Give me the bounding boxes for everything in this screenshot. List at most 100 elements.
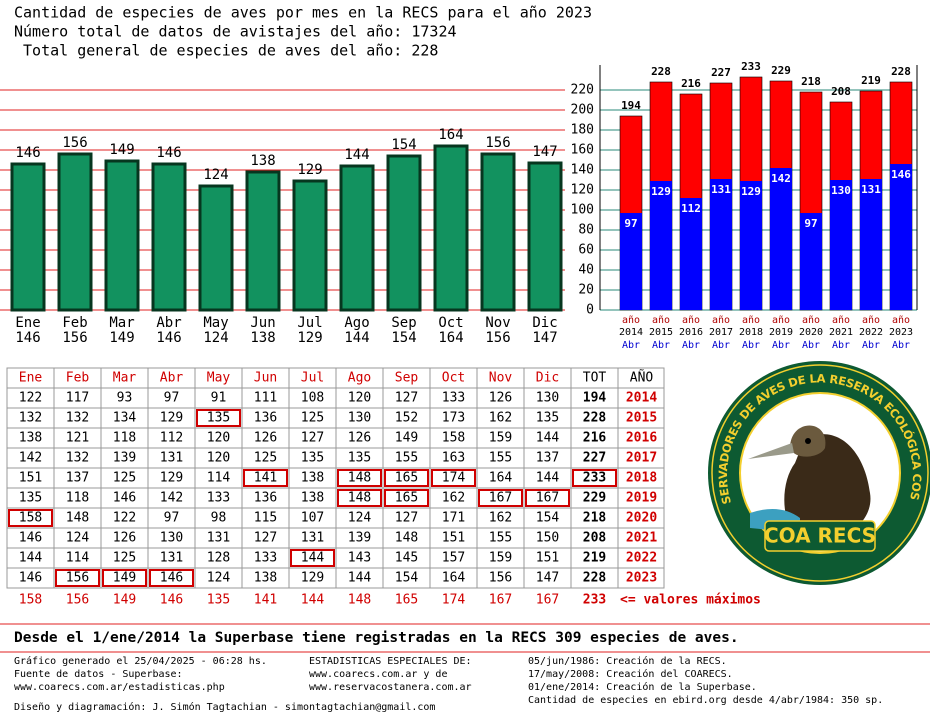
table-cell: 162 [489, 411, 512, 426]
bar-value-label: 124 [203, 167, 228, 183]
table-cell: 132 [19, 411, 42, 426]
bar [151, 162, 187, 312]
table-header: Ene [19, 371, 43, 386]
table-cell: 114 [66, 551, 90, 566]
max-value: 233 [583, 593, 606, 608]
max-note: <= valores máximos [620, 593, 761, 608]
bar-value-label: 97 [624, 217, 637, 230]
bar [830, 180, 852, 310]
x-tick-label: Dic [532, 315, 557, 331]
max-value: 146 [160, 593, 183, 608]
footer-line: www.reservacostanera.com.ar [309, 682, 472, 693]
table-cell: 149 [113, 571, 136, 586]
max-highlight [55, 569, 100, 587]
max-highlight [572, 469, 617, 487]
bar-value-label: 144 [344, 147, 369, 163]
table-cell: 148 [66, 511, 89, 526]
bar-value-label: 164 [438, 127, 463, 143]
table-cell: 146 [19, 531, 42, 546]
bar [527, 161, 563, 312]
table-cell: 147 [536, 571, 559, 586]
table-cell: 218 [583, 511, 607, 526]
x-tick-label-bottom: Abr [712, 340, 730, 351]
table-cell: 129 [160, 411, 183, 426]
table-cell: 129 [160, 471, 183, 486]
max-highlight [337, 489, 382, 507]
y-tick-label: 0 [586, 303, 594, 318]
table-cell: 138 [254, 571, 277, 586]
table-cell: 133 [207, 491, 230, 506]
table-cell: 227 [583, 451, 606, 466]
x-tick-label: 2023 [889, 327, 913, 338]
table-cell: 135 [536, 411, 559, 426]
table-cell: 155 [395, 451, 418, 466]
x-tick-label-top: año [862, 315, 880, 326]
table-cell: 144 [19, 551, 43, 566]
x-tick-label-bottom: Abr [652, 340, 670, 351]
table-cell: 148 [395, 531, 418, 546]
x-value-label: 146 [156, 330, 181, 346]
max-value: 149 [113, 593, 136, 608]
bar [386, 154, 422, 312]
table-cell: 124 [348, 511, 372, 526]
bar [620, 213, 642, 310]
table-cell: 208 [583, 531, 607, 546]
x-tick-label: Jun [250, 315, 275, 331]
table-cell: 151 [442, 531, 465, 546]
x-tick-label: 2022 [859, 327, 883, 338]
table-cell: 126 [348, 431, 371, 446]
table-cell: 167 [536, 491, 559, 506]
table-header: Jun [254, 371, 277, 386]
y-tick-label: 120 [571, 183, 594, 198]
table-header: Oct [442, 371, 465, 386]
table-cell: 118 [113, 431, 136, 446]
bar-value-label: 146 [156, 145, 181, 161]
x-tick-label-top: año [832, 315, 850, 326]
table-cell: 107 [301, 511, 324, 526]
max-highlight [290, 549, 335, 567]
table-cell: 157 [442, 551, 465, 566]
bar [890, 164, 912, 310]
table-cell: 156 [489, 571, 512, 586]
table-header: Abr [160, 371, 184, 386]
bird-eye [805, 438, 811, 444]
max-value: 165 [395, 593, 418, 608]
x-tick-label-top: año [802, 315, 820, 326]
table-cell: 148 [348, 471, 371, 486]
x-tick-label: 2021 [829, 327, 853, 338]
table-cell: 164 [442, 571, 466, 586]
bar-value-label: 129 [297, 162, 322, 178]
table-cell: 124 [207, 571, 231, 586]
x-tick-label-top: año [712, 315, 730, 326]
max-value: 156 [66, 593, 89, 608]
bar-value-label: 156 [485, 135, 510, 151]
x-tick-label-top: año [742, 315, 760, 326]
table-cell: 128 [207, 551, 230, 566]
footer-line: ESTADISTICAS ESPECIALES DE: [309, 656, 472, 667]
table-header: Dic [536, 371, 559, 386]
table-cell: 228 [583, 571, 607, 586]
x-tick-label: Jul [297, 315, 322, 331]
y-tick-label: 20 [578, 283, 594, 298]
y-tick-label: 220 [571, 83, 594, 98]
table-header: May [207, 371, 231, 386]
table-cell: 151 [19, 471, 42, 486]
table-cell: 127 [301, 431, 324, 446]
table-cell: 2015 [626, 411, 657, 426]
table-cell: 154 [536, 511, 560, 526]
max-highlight [102, 569, 147, 587]
table-cell: 233 [583, 471, 606, 486]
table-cell: 155 [489, 451, 512, 466]
table-cell: 229 [583, 491, 606, 506]
bar-value-label: 138 [250, 153, 275, 169]
x-tick-label-bottom: Abr [892, 340, 910, 351]
table-header: AÑO [630, 370, 654, 386]
x-value-label: 149 [109, 330, 134, 346]
x-value-label: 129 [297, 330, 322, 346]
table-cell: 139 [113, 451, 136, 466]
table-cell: 165 [395, 471, 418, 486]
bar-value-label: 112 [681, 202, 701, 215]
table-cell: 167 [489, 491, 512, 506]
table-cell: 173 [442, 411, 465, 426]
table-cell: 125 [113, 471, 136, 486]
